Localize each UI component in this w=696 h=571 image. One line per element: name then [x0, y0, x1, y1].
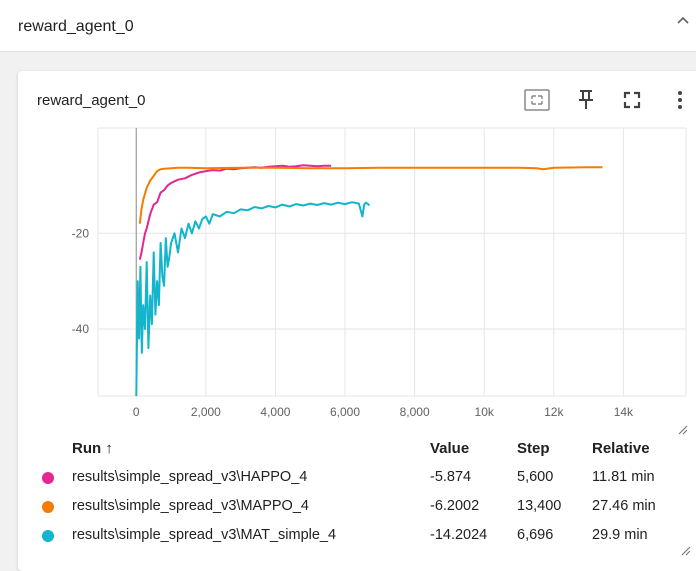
x-tick-label: 6,000 [330, 405, 360, 419]
run-color-swatch [42, 530, 54, 542]
resize-card-icon[interactable] [679, 543, 691, 561]
x-tick-label: 12k [544, 405, 564, 419]
row-relative: 29.9 min [592, 527, 648, 543]
row-run-name: results\simple_spread_v3\HAPPO_4 [72, 469, 308, 485]
collapse-chevron-icon[interactable] [676, 14, 690, 28]
series-line-3[interactable] [135, 201, 370, 396]
row-value: -6.2002 [430, 498, 480, 514]
plot-frame [97, 127, 687, 397]
resize-chart-icon[interactable] [676, 422, 688, 440]
runs-table: Run ↑ Value Step Relative results\simple… [42, 440, 656, 543]
x-tick-label: 10k [475, 405, 495, 419]
x-tick-label: 2,000 [191, 405, 221, 419]
section-header[interactable]: reward_agent_0 [0, 0, 696, 52]
row-run-name: results\simple_spread_v3\MAT_simple_4 [72, 527, 337, 543]
row-step: 5,600 [517, 469, 554, 485]
header-relative[interactable]: Relative [592, 440, 650, 457]
more-vert-icon[interactable] [667, 87, 693, 113]
card-title: reward_agent_0 [37, 92, 146, 109]
chart-card: reward_agent_0 [18, 71, 696, 571]
series-line-1[interactable] [138, 164, 332, 260]
x-tick-label: 4,000 [260, 405, 290, 419]
fullscreen-icon[interactable] [619, 87, 645, 113]
x-tick-label: 14k [614, 405, 634, 419]
row-relative: 27.46 min [592, 498, 656, 514]
header-value[interactable]: Value [430, 440, 470, 457]
row-value: -14.2024 [430, 527, 488, 543]
run-color-swatch [42, 501, 54, 513]
header-run[interactable]: Run ↑ [72, 440, 113, 457]
series-line-2[interactable] [138, 166, 603, 224]
x-tick-label: 8,000 [400, 405, 430, 419]
row-value: -5.874 [430, 469, 472, 485]
y-tick-label: -40 [72, 322, 90, 336]
pin-icon[interactable] [573, 87, 599, 113]
section-title: reward_agent_0 [18, 18, 134, 35]
x-tick-label: 0 [133, 405, 140, 419]
row-run-name: results\simple_spread_v3\MAPPO_4 [72, 498, 309, 514]
row-step: 6,696 [517, 527, 554, 543]
line-chart[interactable]: 0 2,000 4,000 6,000 8,000 10k 12k 14k -20 -40 [0, 0, 696, 430]
y-tick-label: -20 [72, 226, 90, 240]
header-step[interactable]: Step [517, 440, 550, 457]
row-step: 13,400 [517, 498, 562, 514]
fit-domain-icon[interactable] [524, 87, 550, 113]
row-relative: 11.81 min [592, 469, 655, 485]
run-color-swatch [42, 472, 54, 484]
